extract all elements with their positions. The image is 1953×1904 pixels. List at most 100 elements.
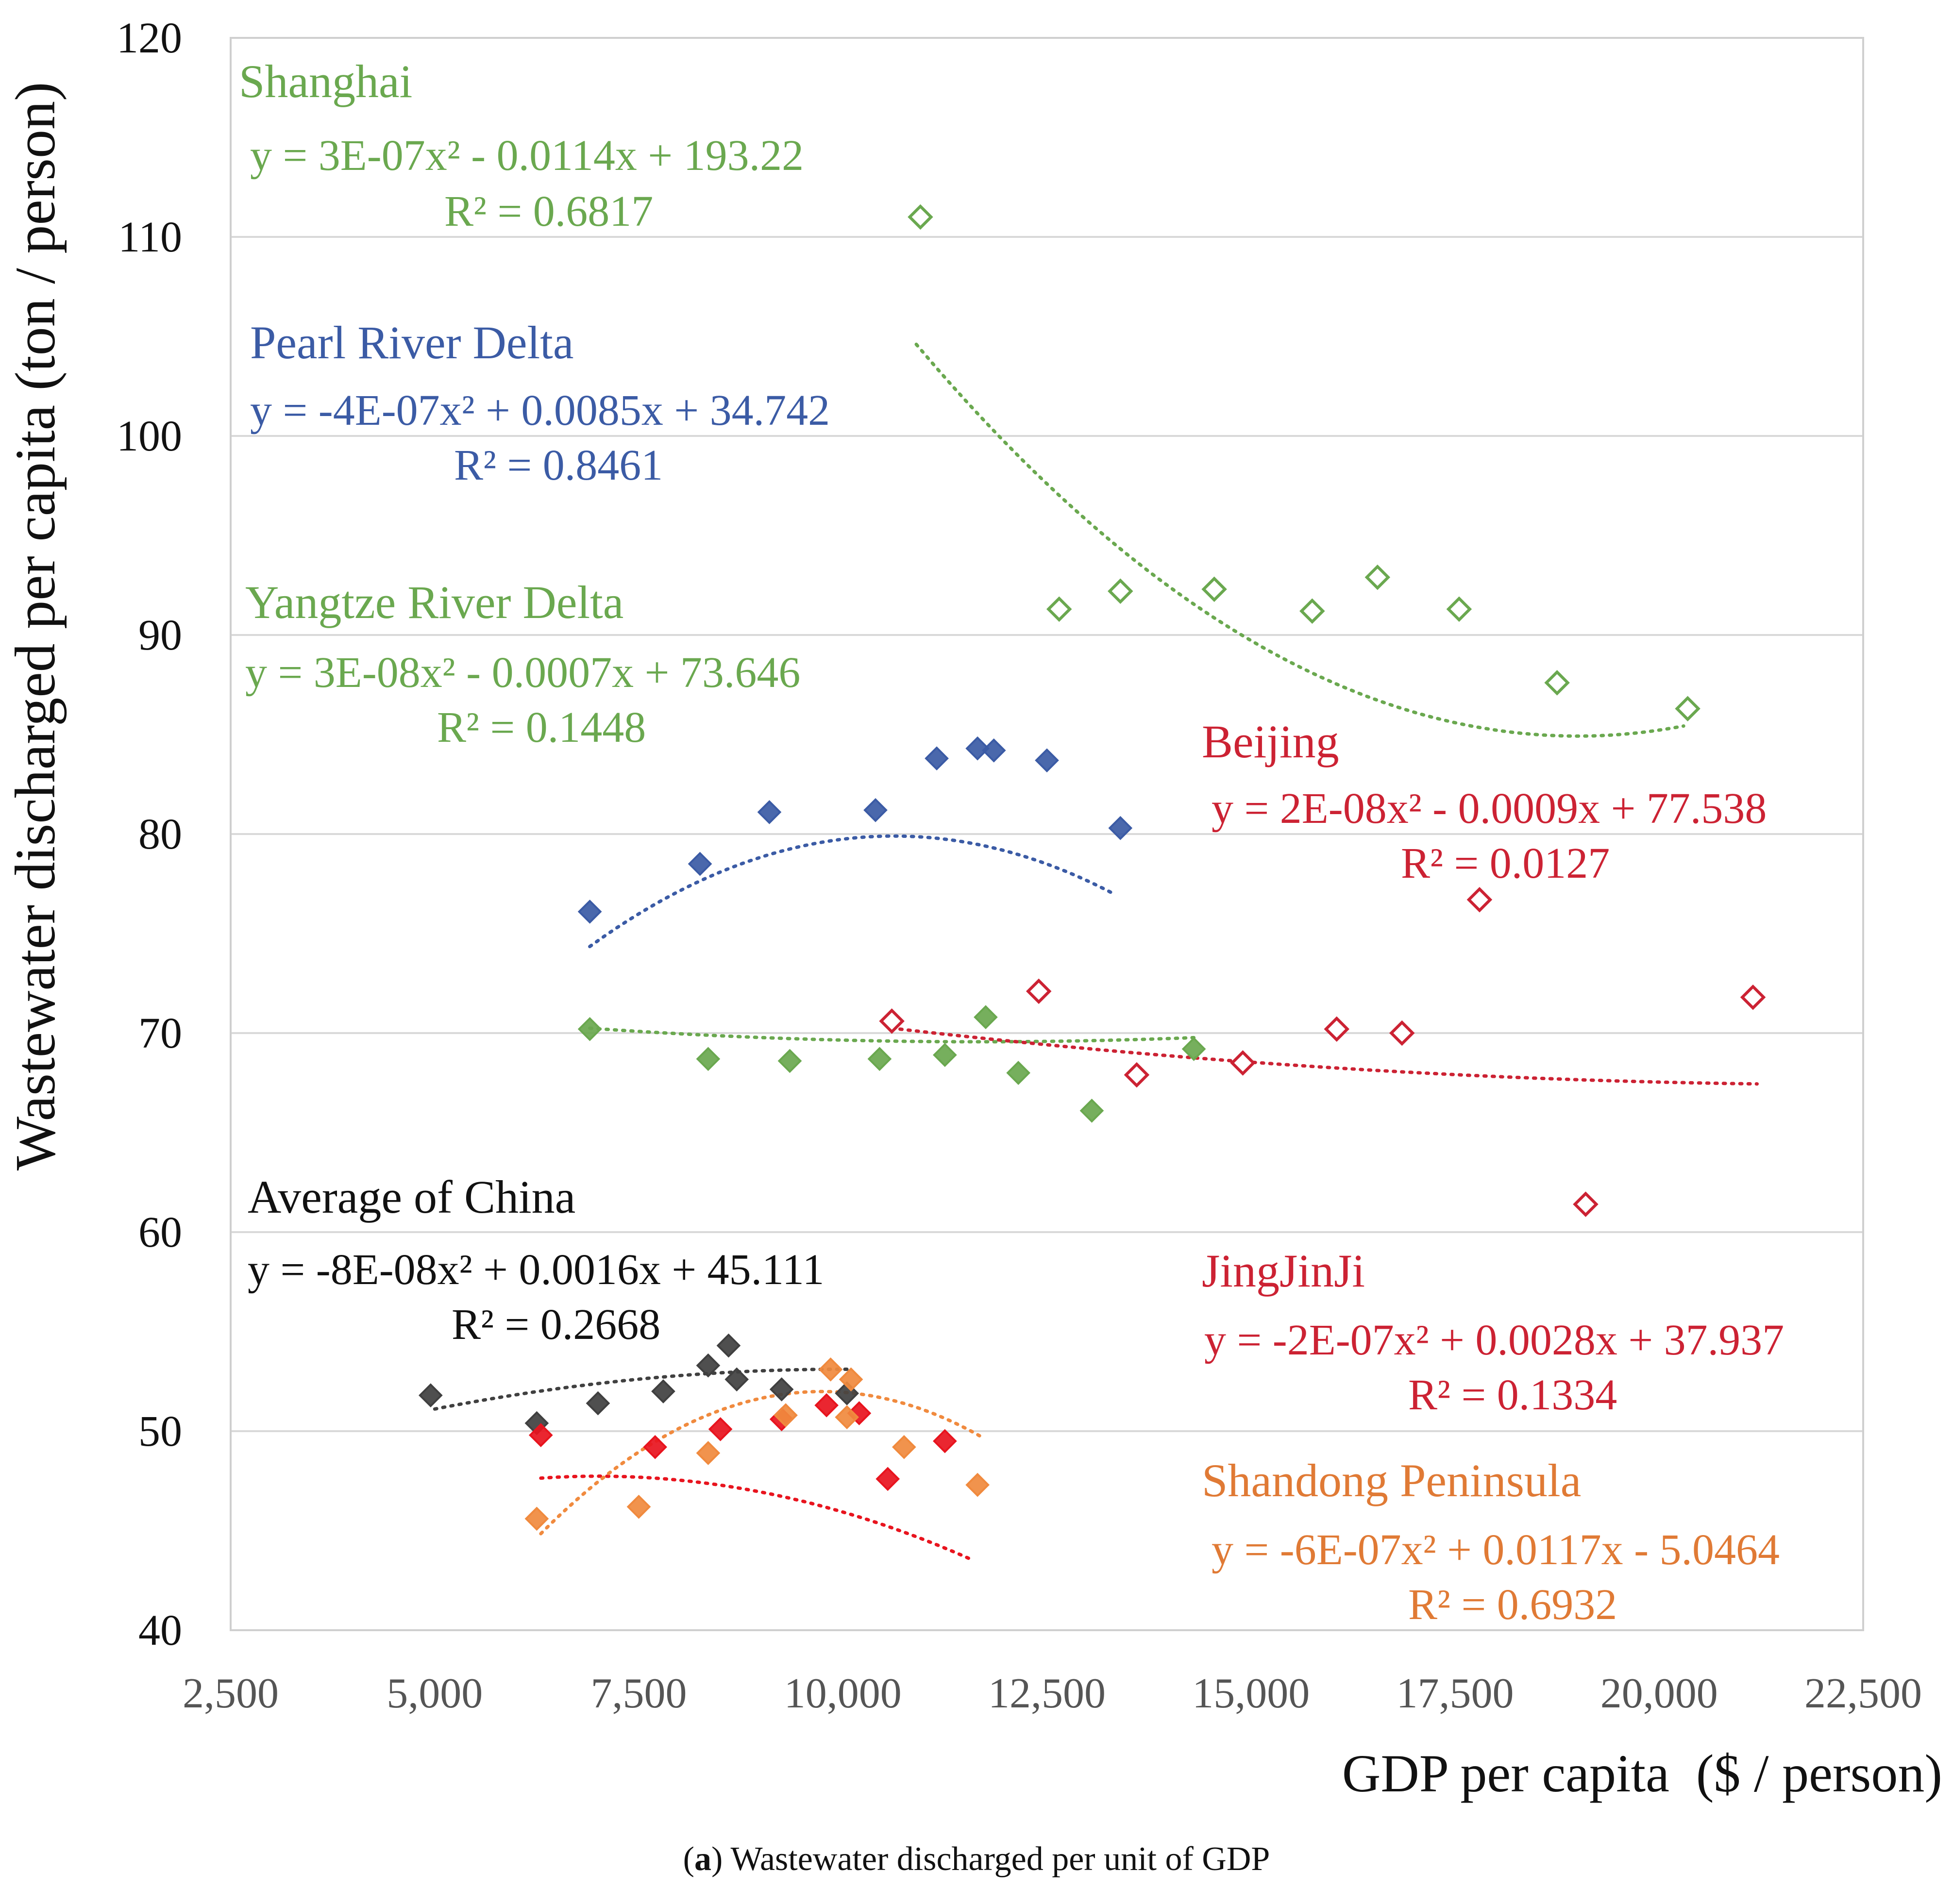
figure-caption: (a) Wastewater discharged per unit of GD… xyxy=(683,1840,1270,1878)
trendline-pearl-river-delta xyxy=(588,834,1114,949)
annotation-jingjinji: JingJinJi y = -2E-07x² + 0.0028x + 37.93… xyxy=(1202,1245,1784,1419)
r2-shanghai: R² = 0.6817 xyxy=(444,187,653,235)
data-point-pearl-river-delta xyxy=(925,746,949,771)
series-label-shanghai: Shanghai xyxy=(239,55,412,107)
annotation-shandong-peninsula: Shandong Peninsula y = -6E-07x² + 0.0117… xyxy=(1202,1454,1780,1629)
data-point-beijing xyxy=(1124,1062,1150,1088)
data-point-jingjinji xyxy=(528,1423,553,1448)
x-axis-title: GDP per capita ($ / person) xyxy=(1342,1744,1942,1803)
y-tick-label: 120 xyxy=(117,14,182,62)
trendline-average-of-china xyxy=(433,1368,853,1411)
data-point-beijing xyxy=(1230,1050,1256,1076)
equation-shandong-peninsula: y = -6E-07x² + 0.0117x - 5.0464 xyxy=(1212,1526,1780,1574)
equation-shanghai: y = 3E-07x² - 0.0114x + 193.22 xyxy=(250,132,804,180)
data-point-shanghai xyxy=(1201,576,1227,602)
caption-label: a xyxy=(694,1840,711,1878)
data-point-yangtze-river-delta xyxy=(933,1043,957,1067)
plot-area-border xyxy=(230,37,1864,1631)
data-point-average-of-china xyxy=(419,1383,443,1408)
data-point-shandong-peninsula xyxy=(892,1435,916,1459)
data-point-jingjinji xyxy=(643,1435,667,1459)
x-tick-label: 22,500 xyxy=(1804,1670,1922,1717)
data-point-average-of-china xyxy=(586,1391,610,1416)
data-point-beijing xyxy=(1573,1191,1599,1217)
r2-jingjinji: R² = 0.1334 xyxy=(1408,1371,1617,1419)
trendline-yangtze-river-delta xyxy=(588,1026,1196,1044)
data-point-shandong-peninsula xyxy=(524,1506,549,1531)
point-layer xyxy=(419,204,1766,1531)
data-point-yangtze-river-delta xyxy=(974,1005,998,1030)
trendline-shanghai xyxy=(914,342,1685,738)
trendline-jingjinji xyxy=(539,1474,976,1562)
annotation-yangtze-river-delta: Yangtze River Delta y = 3E-08x² - 0.0007… xyxy=(245,576,800,752)
data-point-shandong-peninsula xyxy=(839,1367,863,1392)
data-point-shanghai xyxy=(1446,596,1472,622)
data-point-pearl-river-delta xyxy=(863,798,888,822)
data-point-pearl-river-delta xyxy=(577,900,602,924)
data-point-shanghai xyxy=(1544,670,1570,696)
y-tick-label: 80 xyxy=(138,810,182,858)
r2-shandong-peninsula: R² = 0.6932 xyxy=(1408,1581,1617,1629)
y-tick-label: 70 xyxy=(138,1009,182,1057)
annotation-pearl-river-delta: Pearl River Delta y = -4E-07x² + 0.0085x… xyxy=(250,317,830,489)
data-point-jingjinji xyxy=(708,1417,733,1441)
y-axis-title: Wastewater discharged per capita (ton / … xyxy=(3,82,67,1171)
data-point-shandong-peninsula xyxy=(835,1405,859,1430)
r2-pearl-river-delta: R² = 0.8461 xyxy=(454,441,663,489)
data-point-average-of-china xyxy=(716,1333,741,1358)
r2-yangtze-river-delta: R² = 0.1448 xyxy=(437,703,646,752)
equation-pearl-river-delta: y = -4E-07x² + 0.0085x + 34.742 xyxy=(250,386,830,434)
x-tick-label: 20,000 xyxy=(1600,1670,1718,1717)
equation-beijing: y = 2E-08x² - 0.0009x + 77.538 xyxy=(1212,785,1767,833)
series-label-shandong-peninsula: Shandong Peninsula xyxy=(1202,1454,1581,1506)
x-tick-label: 5,000 xyxy=(387,1670,483,1717)
y-tick-label: 110 xyxy=(118,213,182,261)
data-point-yangtze-river-delta xyxy=(1006,1061,1030,1085)
data-point-yangtze-river-delta xyxy=(777,1049,802,1073)
trend-layer xyxy=(433,342,1759,1562)
data-point-average-of-china xyxy=(724,1367,749,1392)
x-tick-label: 17,500 xyxy=(1397,1670,1514,1717)
x-tick-label: 7,500 xyxy=(591,1670,687,1717)
x-tick-label: 2,500 xyxy=(183,1670,279,1717)
r2-beijing: R² = 0.0127 xyxy=(1401,839,1610,887)
data-point-beijing xyxy=(879,1008,905,1034)
data-point-beijing xyxy=(1740,984,1766,1010)
equation-yangtze-river-delta: y = 3E-08x² - 0.0007x + 73.646 xyxy=(245,649,800,697)
y-tick-label: 90 xyxy=(138,611,182,659)
series-label-average-of-china: Average of China xyxy=(248,1171,575,1223)
data-point-pearl-river-delta xyxy=(688,852,712,876)
x-tick-label: 15,000 xyxy=(1192,1670,1310,1717)
data-point-shandong-peninsula xyxy=(965,1472,990,1497)
data-point-yangtze-river-delta xyxy=(577,1017,602,1041)
y-tick-label: 60 xyxy=(138,1208,182,1256)
data-point-jingjinji xyxy=(814,1393,839,1418)
grid-layer xyxy=(231,37,1863,1631)
data-point-shanghai xyxy=(1364,564,1391,590)
annotation-beijing: Beijing y = 2E-08x² - 0.0009x + 77.538 R… xyxy=(1202,716,1767,887)
data-point-pearl-river-delta xyxy=(1108,816,1133,840)
annotation-average-of-china: Average of China y = -8E-08x² + 0.0016x … xyxy=(248,1171,825,1349)
data-point-shanghai xyxy=(1046,596,1072,622)
data-point-beijing xyxy=(1324,1016,1349,1042)
equation-average-of-china: y = -8E-08x² + 0.0016x + 45.111 xyxy=(248,1246,825,1294)
data-point-pearl-river-delta xyxy=(1035,748,1059,773)
data-point-yangtze-river-delta xyxy=(1079,1099,1104,1123)
caption-text: Wastewater discharged per unit of GDP xyxy=(730,1840,1270,1878)
data-point-shanghai xyxy=(1299,598,1325,624)
y-tick-label: 40 xyxy=(138,1606,182,1654)
data-point-shanghai xyxy=(1675,696,1700,721)
equation-jingjinji: y = -2E-07x² + 0.0028x + 37.937 xyxy=(1204,1316,1784,1364)
data-point-shandong-peninsula xyxy=(774,1403,798,1428)
data-point-beijing xyxy=(1466,887,1493,913)
data-point-shanghai xyxy=(908,204,933,230)
data-point-yangtze-river-delta xyxy=(867,1047,892,1071)
x-tick-label: 12,500 xyxy=(988,1670,1106,1717)
trendline-shandong-peninsula xyxy=(539,1389,983,1536)
series-label-yangtze-river-delta: Yangtze River Delta xyxy=(245,576,623,628)
data-point-shandong-peninsula xyxy=(626,1494,651,1519)
data-point-yangtze-river-delta xyxy=(1181,1036,1206,1061)
tick-layer: 40 50 60 70 80 90 100 110 120 2,500 5,000 7,500 10,0… xyxy=(117,14,1922,1717)
